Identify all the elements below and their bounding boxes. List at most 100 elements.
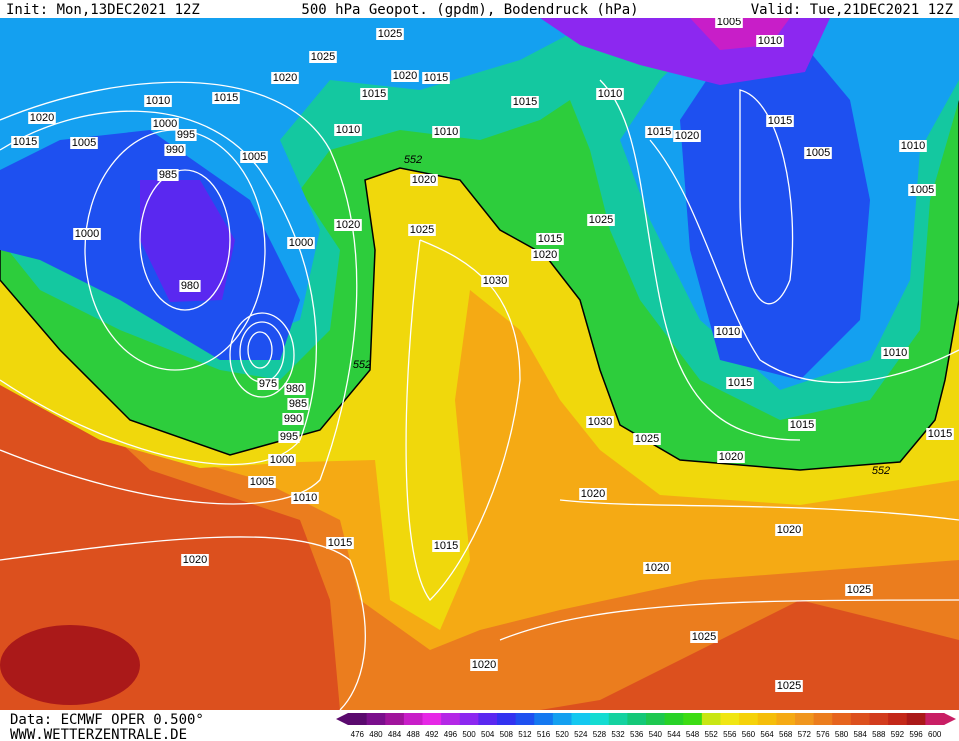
colorbar-swatch [571, 713, 591, 725]
isobar-label: 975 [259, 378, 277, 390]
isobar-label-box [360, 88, 388, 100]
field-hot [0, 625, 140, 705]
isobar-label-box [334, 219, 362, 231]
colorbar-swatch [925, 713, 945, 725]
isobar-label-box [804, 147, 832, 159]
isobar-label: 1000 [289, 237, 313, 249]
isobar-label-box [181, 554, 209, 566]
isobar-label: 995 [177, 129, 195, 141]
isobar-label-box [587, 214, 615, 226]
isobar-label: 1020 [412, 174, 436, 186]
isobar-label-box [212, 92, 240, 104]
isobar [649, 139, 959, 384]
isobar-label-box [151, 118, 179, 130]
colorbar-swatch [515, 713, 535, 725]
colorbar-label: 488 [407, 730, 421, 739]
colorbar-label: 588 [872, 730, 886, 739]
isobar-label: 1025 [311, 51, 335, 63]
isobar-label: 1020 [183, 554, 207, 566]
colorbar-label: 484 [388, 730, 402, 739]
isobar-label: 1025 [378, 28, 402, 40]
isobar-label: 1005 [250, 476, 274, 488]
colorbar-label: 560 [742, 730, 756, 739]
isobar-label: 1030 [483, 275, 507, 287]
isobar-label-box [633, 433, 661, 445]
isobar-label-box [596, 88, 624, 100]
colorbar-swatch [385, 713, 405, 725]
colorbar-label: 508 [500, 730, 514, 739]
isobar-label: 1005 [910, 184, 934, 196]
isobar-label-box [157, 169, 179, 181]
isobar-label: 985 [289, 398, 307, 410]
colorbar-swatch [403, 713, 423, 725]
isobar-label-box [175, 129, 197, 141]
isobar-label-box [470, 659, 498, 671]
isobar-label-box [271, 72, 299, 84]
isobar-label: 1010 [598, 88, 622, 100]
isobar-label-box [422, 72, 450, 84]
isobar-label: 1015 [928, 428, 952, 440]
isobar-label-box [287, 398, 309, 410]
colorbar-swatch [608, 713, 628, 725]
isobar-label: 1015 [768, 115, 792, 127]
colorbar-label: 544 [667, 730, 681, 739]
map: 1025 1025 1020 1020 1015 1015 1010 1015 1020 1000… [0, 16, 959, 710]
colorbar-swatch [348, 713, 368, 725]
isobar-label: 1010 [293, 492, 317, 504]
colorbar-swatch [590, 713, 610, 725]
isobar-label: 990 [284, 413, 302, 425]
isobar-label-box [287, 237, 315, 249]
isobar [247, 331, 273, 369]
isobar [405, 239, 521, 601]
isobar-label-box [268, 454, 296, 466]
isobar-label: 1005 [717, 16, 741, 28]
isobar-label: 1010 [146, 95, 170, 107]
isobar-label-box [690, 631, 718, 643]
colorbar-swatch [664, 713, 684, 725]
isobar-label-box [511, 96, 539, 108]
colorbar-label: 540 [649, 730, 663, 739]
colorbar-swatch [459, 713, 479, 725]
isobar-label-box [717, 451, 745, 463]
isobar-label-box [248, 476, 276, 488]
isobar-label: 1005 [806, 147, 830, 159]
colorbar-label: 532 [611, 730, 625, 739]
isobar-label-box [28, 112, 56, 124]
isobar-label-box [845, 584, 873, 596]
colorbar-label: 524 [574, 730, 588, 739]
colorbar-swatch [850, 713, 870, 725]
isobar-label: 1015 [790, 419, 814, 431]
colorbar-label: 596 [909, 730, 923, 739]
isobar [499, 599, 959, 641]
isobar-label: 1015 [328, 537, 352, 549]
colorbar-label: 512 [518, 730, 532, 739]
colorbar-swatch [869, 713, 889, 725]
colorbar-swatch [701, 713, 721, 725]
isobar-label: 1025 [589, 214, 613, 226]
height-label: 552 [353, 359, 371, 371]
colorbar-label: 480 [369, 730, 383, 739]
isobar [229, 312, 295, 398]
isobar-label-box [179, 280, 201, 292]
isobar-label-box [73, 228, 101, 240]
colorbar-label: 496 [444, 730, 458, 739]
isobar-label: 1010 [716, 326, 740, 338]
isobar-label: 1005 [72, 137, 96, 149]
isobar-label: 1025 [777, 680, 801, 692]
colorbar-swatch [497, 713, 517, 725]
isobar-label-box [645, 126, 673, 138]
isobar-label: 1020 [336, 219, 360, 231]
colorbar-swatch [534, 713, 554, 725]
isobar-label: 1020 [719, 451, 743, 463]
colorbar-arrow-right [944, 713, 956, 725]
isobar-label: 1015 [434, 540, 458, 552]
colorbar-label: 548 [686, 730, 700, 739]
isobar-label-box [309, 51, 337, 63]
isobar-label-box [586, 416, 614, 428]
colorbar-swatch [646, 713, 666, 725]
isobar-label: 1020 [472, 659, 496, 671]
colorbar-swatch [552, 713, 572, 725]
isobar-label: 1010 [901, 140, 925, 152]
isobar-label-box [726, 377, 754, 389]
colorbar-label: 520 [556, 730, 570, 739]
